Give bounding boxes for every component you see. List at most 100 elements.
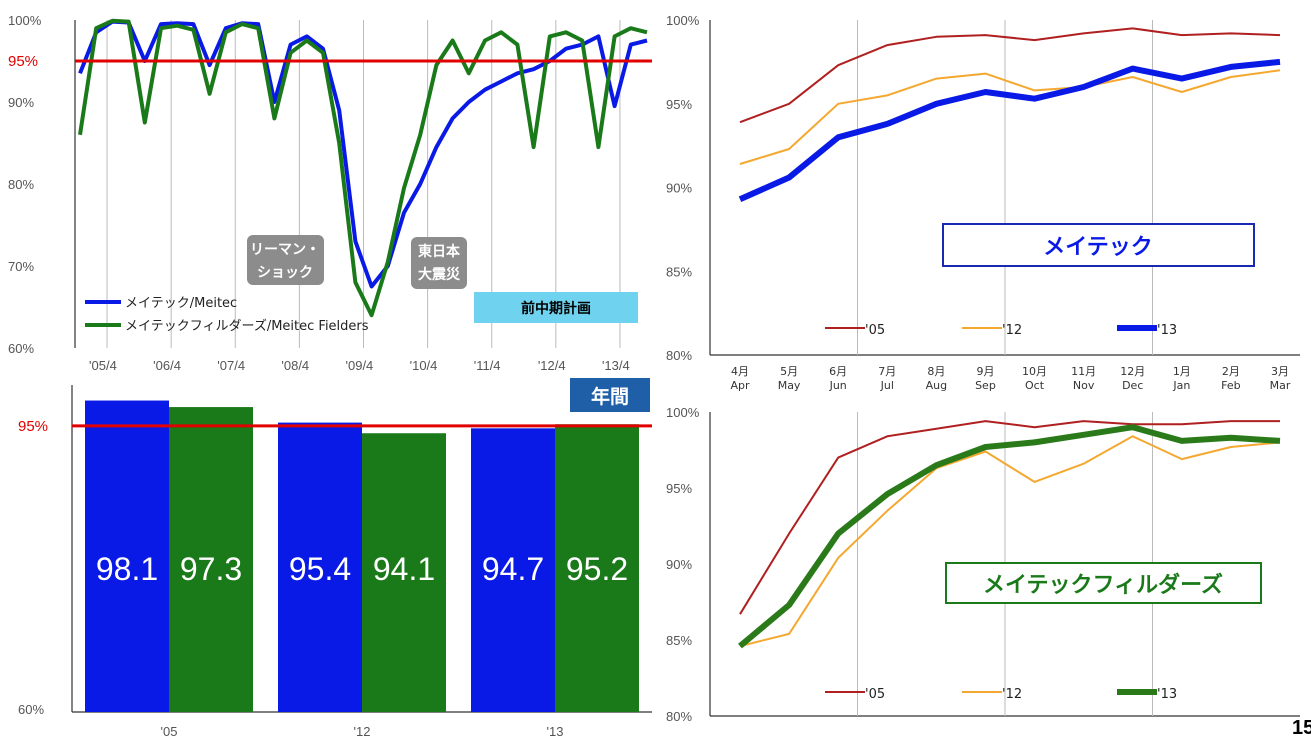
meitec-title-box — [942, 223, 1255, 267]
lehman-shock-line1: リーマン・ — [250, 242, 320, 258]
x-tick-en: Jun — [829, 379, 847, 392]
c2-x-tick: '13 — [547, 724, 564, 739]
legend-label: '13 — [1157, 323, 1177, 338]
series-line — [739, 27, 1281, 124]
c1-x-tick: '12/4 — [538, 358, 566, 373]
c2-x-tick: '05 — [161, 724, 178, 739]
prev-midterm-plan-label: 前中期計画 — [521, 300, 591, 317]
y-tick: 95% — [666, 97, 692, 112]
c1-x-tick: '06/4 — [153, 358, 181, 373]
x-tick-en: Mar — [1270, 379, 1291, 392]
c2-bar — [555, 424, 639, 712]
c2-bar-label: 95.2 — [566, 551, 628, 587]
y-tick: 85% — [666, 264, 692, 279]
c1-y-tick: 100% — [8, 13, 42, 28]
series-line — [738, 424, 1281, 649]
x-tick-jp: 5月 — [780, 365, 798, 378]
y-tick: 85% — [666, 633, 692, 648]
y-tick: 100% — [666, 405, 700, 420]
x-tick-en: Jan — [1172, 379, 1190, 392]
c1-x-tick: '11/4 — [474, 358, 501, 373]
x-tick-jp: 10月 — [1022, 365, 1047, 378]
x-tick-jp: 3月 — [1271, 365, 1289, 378]
x-tick-jp: 8月 — [927, 365, 945, 378]
c2-bar — [362, 433, 446, 712]
c2-bar — [471, 428, 555, 712]
c1-x-tick: '13/4 — [602, 358, 630, 373]
x-tick-jp: 7月 — [878, 365, 896, 378]
chart-fielders-monthly: 100% 95% 90% 85% 80% '05 '12 '13 メイテックフィルダーズ — [666, 405, 1300, 724]
c2-y-tick: 60% — [18, 702, 44, 717]
x-tick-jp: 4月 — [731, 365, 749, 378]
c1-x-tick: '07/4 — [217, 358, 245, 373]
chart-annual: 98.1 97.3 95.4 94.1 94.7 95.2 '05 '12 '13 95% 60%… — [18, 378, 652, 739]
earthquake-line1: 東日本 — [418, 243, 461, 260]
prev-midterm-plan-box — [474, 292, 638, 323]
c2-bar — [85, 400, 169, 712]
legend-label: '12 — [1002, 687, 1022, 702]
y-tick: 90% — [666, 181, 692, 196]
y-tick: 100% — [666, 13, 700, 28]
y-tick: 95% — [666, 481, 692, 496]
y-tick: 80% — [666, 348, 692, 363]
c2-bar-label: 94.7 — [482, 551, 544, 587]
fielders-title: メイテックフィルダーズ — [983, 572, 1223, 598]
c1-y-tick: 60% — [8, 341, 34, 356]
x-tick-jp: 9月 — [976, 365, 994, 378]
x-tick-en: Aug — [926, 379, 947, 392]
legend-label: '05 — [865, 687, 885, 702]
series-line — [739, 69, 1281, 165]
legend-meitec-label: メイテック/Meitec — [125, 296, 237, 311]
y-tick: 90% — [666, 557, 692, 572]
c1-x-tick: '10/4 — [410, 358, 438, 373]
c2-bar-label: 94.1 — [373, 551, 435, 587]
legend-label: '12 — [1002, 323, 1022, 338]
c1-y-tick: 70% — [8, 259, 34, 274]
x-tick-jp: 12月 — [1120, 365, 1145, 378]
x-tick-en: May — [778, 379, 801, 392]
x-tick-en: Apr — [730, 379, 750, 392]
x-tick-jp: 6月 — [829, 365, 847, 378]
x-tick-en: Feb — [1221, 379, 1240, 392]
lehman-shock-line2: ショック — [257, 265, 313, 281]
y-tick: 80% — [666, 709, 692, 724]
c1-y-tick: 90% — [8, 95, 34, 110]
meitec-title: メイテック — [1043, 235, 1153, 260]
c1-x-tick: '08/4 — [281, 358, 309, 373]
c2-x-tick: '12 — [354, 724, 371, 739]
c1-x-tick: '09/4 — [346, 358, 374, 373]
c2-bar-label: 98.1 — [96, 551, 158, 587]
c2-y-tick: 95% — [18, 418, 48, 435]
x-tick-en: Nov — [1073, 379, 1095, 392]
c2-bar-label: 95.4 — [289, 551, 351, 587]
fielders-title-box — [945, 562, 1262, 604]
x-tick-en: Jul — [880, 379, 894, 392]
legend-label: '13 — [1157, 687, 1177, 702]
c2-bar-label: 97.3 — [180, 551, 242, 587]
x-tick-jp: 11月 — [1071, 365, 1096, 378]
page-number: 15 — [1292, 717, 1311, 739]
c1-series-meitec — [78, 19, 648, 289]
annual-title-box — [570, 378, 650, 412]
series-line — [739, 420, 1280, 615]
x-tick-jp: 1月 — [1173, 365, 1191, 378]
chart-longterm: 100% 95% 90% 80% 70% 60% '05/4 '06/4 '07/4 '08/4… — [8, 13, 652, 373]
c1-series-fielders — [78, 18, 648, 318]
earthquake-line2: 大震災 — [418, 266, 461, 283]
x-tick-en: Oct — [1025, 379, 1045, 392]
c1-y-tick: 80% — [8, 177, 34, 192]
legend-label: '05 — [865, 323, 885, 338]
c1-y-tick: 95% — [8, 53, 38, 70]
c2-bar — [278, 422, 362, 712]
x-tick-en: Sep — [975, 379, 996, 392]
lehman-shock-box — [247, 235, 324, 285]
c2-bar — [169, 407, 253, 712]
x-tick-jp: 2月 — [1222, 365, 1240, 378]
legend-fielders-label: メイテックフィルダーズ/Meitec Fielders — [125, 318, 369, 334]
series-line — [738, 58, 1281, 202]
series-line — [739, 435, 1281, 648]
x-tick-en: Dec — [1122, 379, 1143, 392]
earthquake-box — [411, 237, 467, 289]
